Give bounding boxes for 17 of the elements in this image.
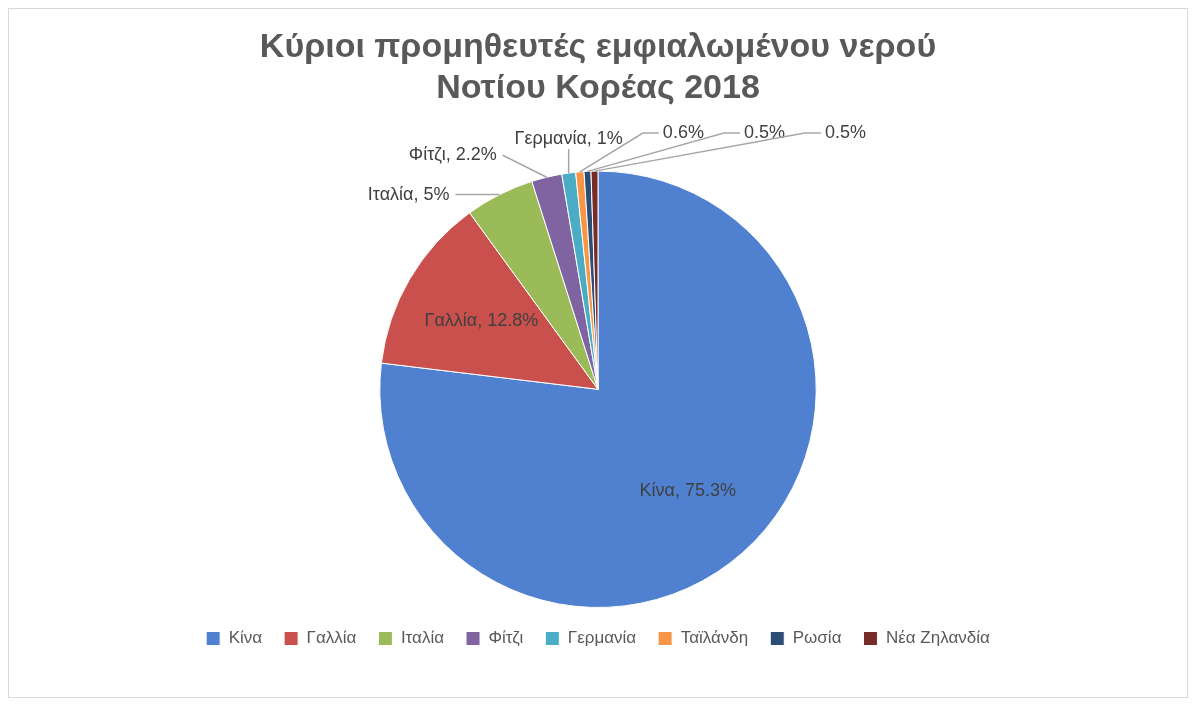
data-label: Γερμανία, 1%	[514, 128, 623, 149]
data-label: 0.5%	[743, 122, 785, 143]
legend-label: Ιταλία	[400, 628, 445, 648]
data-label: 0.5%	[824, 122, 866, 143]
legend-label: Γερμανία	[567, 628, 637, 648]
legend-label: Κίνα	[228, 628, 263, 648]
data-label: Ιταλία, 5%	[367, 183, 450, 204]
chart-title: Κύριοι προμηθευτές εμφιαλωμένου νερού Νοτίου Κορέας 2018	[259, 25, 937, 105]
legend-label: Φίτζι	[488, 628, 524, 648]
legend-label: Ρωσία	[792, 628, 842, 648]
data-label: Φίτζι, 2.2%	[408, 144, 497, 165]
data-label: Κίνα, 75.3%	[639, 479, 736, 500]
legend-label: Γαλλία	[306, 628, 357, 648]
data-label: 0.6%	[662, 122, 704, 143]
legend-label: Νέα Ζηλανδία	[885, 628, 991, 648]
data-label: Γαλλία, 12.8%	[424, 309, 539, 330]
legend-label: Ταϊλάνδη	[680, 628, 749, 648]
